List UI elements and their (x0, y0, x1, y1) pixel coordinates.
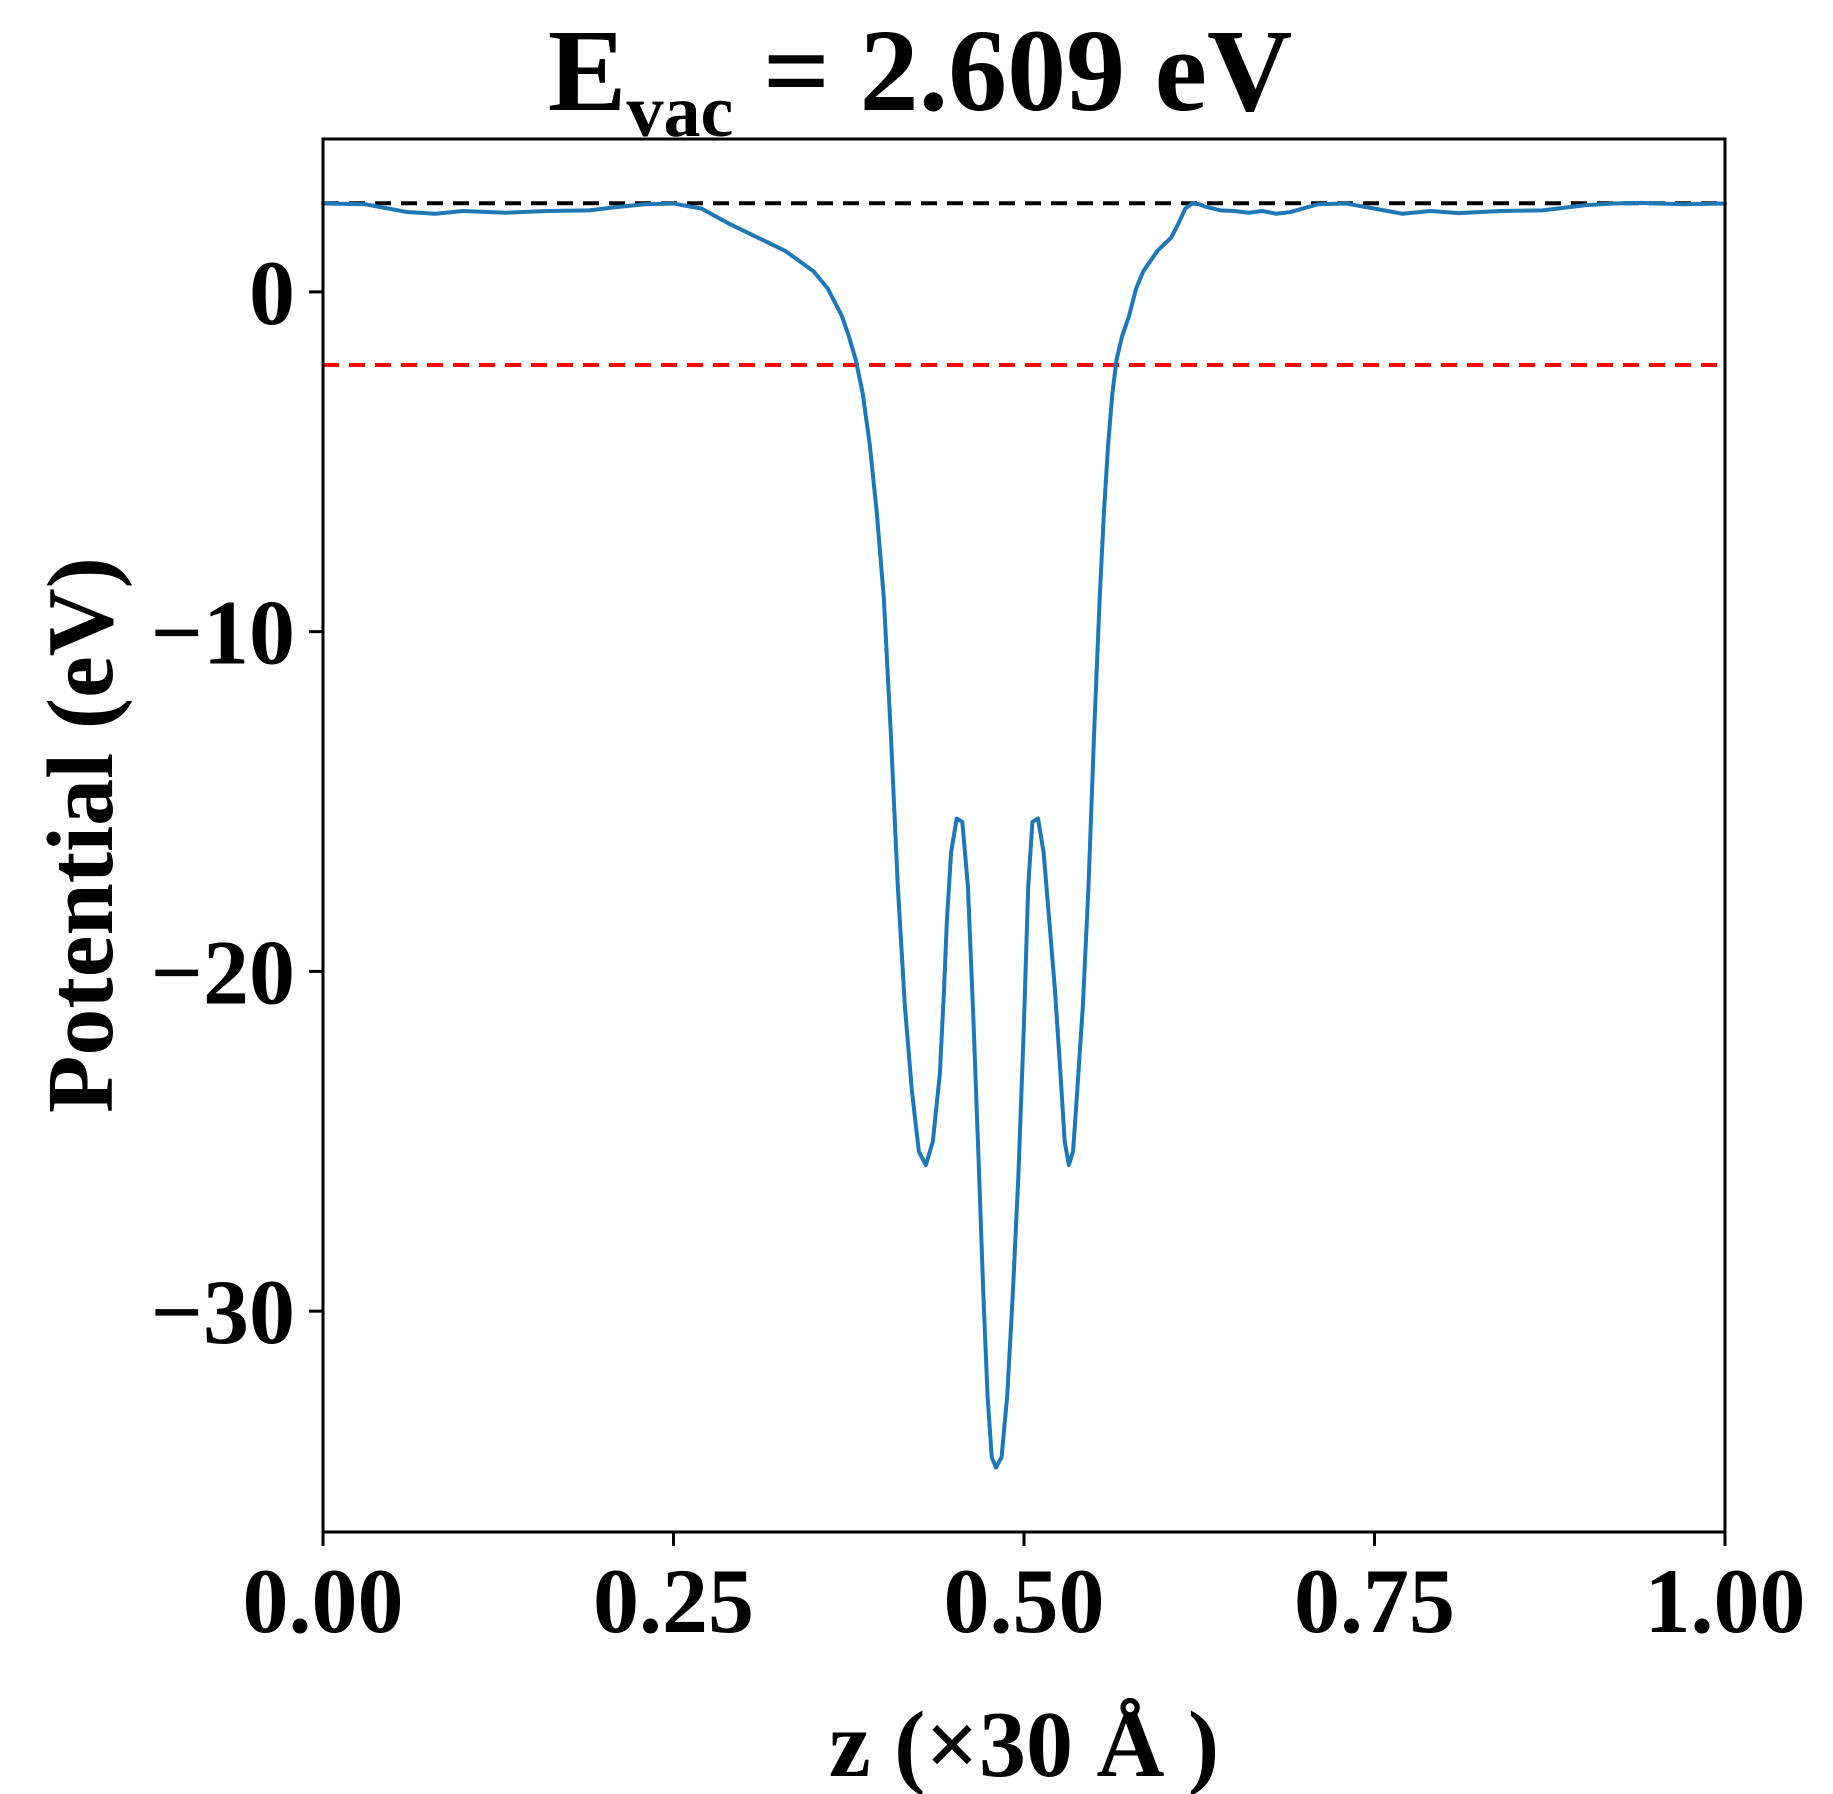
y-tick-label: 0 (249, 242, 295, 344)
potential-series-line (321, 200, 1727, 1470)
y-tick-label: −30 (151, 1261, 295, 1363)
y-tick-label: −10 (151, 582, 295, 684)
x-tick-label: 1.00 (1645, 1550, 1806, 1652)
title-subscript: vac (627, 71, 734, 153)
x-tick-label: 0.25 (593, 1550, 754, 1652)
plot-area (321, 200, 1727, 1470)
x-tick-label: 0.50 (944, 1550, 1105, 1652)
x-axis-label: z (×30 Å ) (829, 1693, 1219, 1794)
y-tick-label: −20 (151, 921, 295, 1023)
y-axis-label: Potential (eV) (29, 557, 133, 1113)
y-axis: 0 −10 −20 −30 (151, 242, 323, 1363)
x-tick-label: 0.00 (243, 1550, 404, 1652)
x-tick-label: 0.75 (1294, 1550, 1455, 1652)
x-axis: 0.00 0.25 0.50 0.75 1.00 (243, 1532, 1806, 1652)
plot-frame (321, 137, 1727, 1534)
title-rest: = 2.609 eV (733, 5, 1292, 136)
title-main: E (548, 5, 627, 136)
chart-title: Evac = 2.609 eV (548, 5, 1292, 153)
